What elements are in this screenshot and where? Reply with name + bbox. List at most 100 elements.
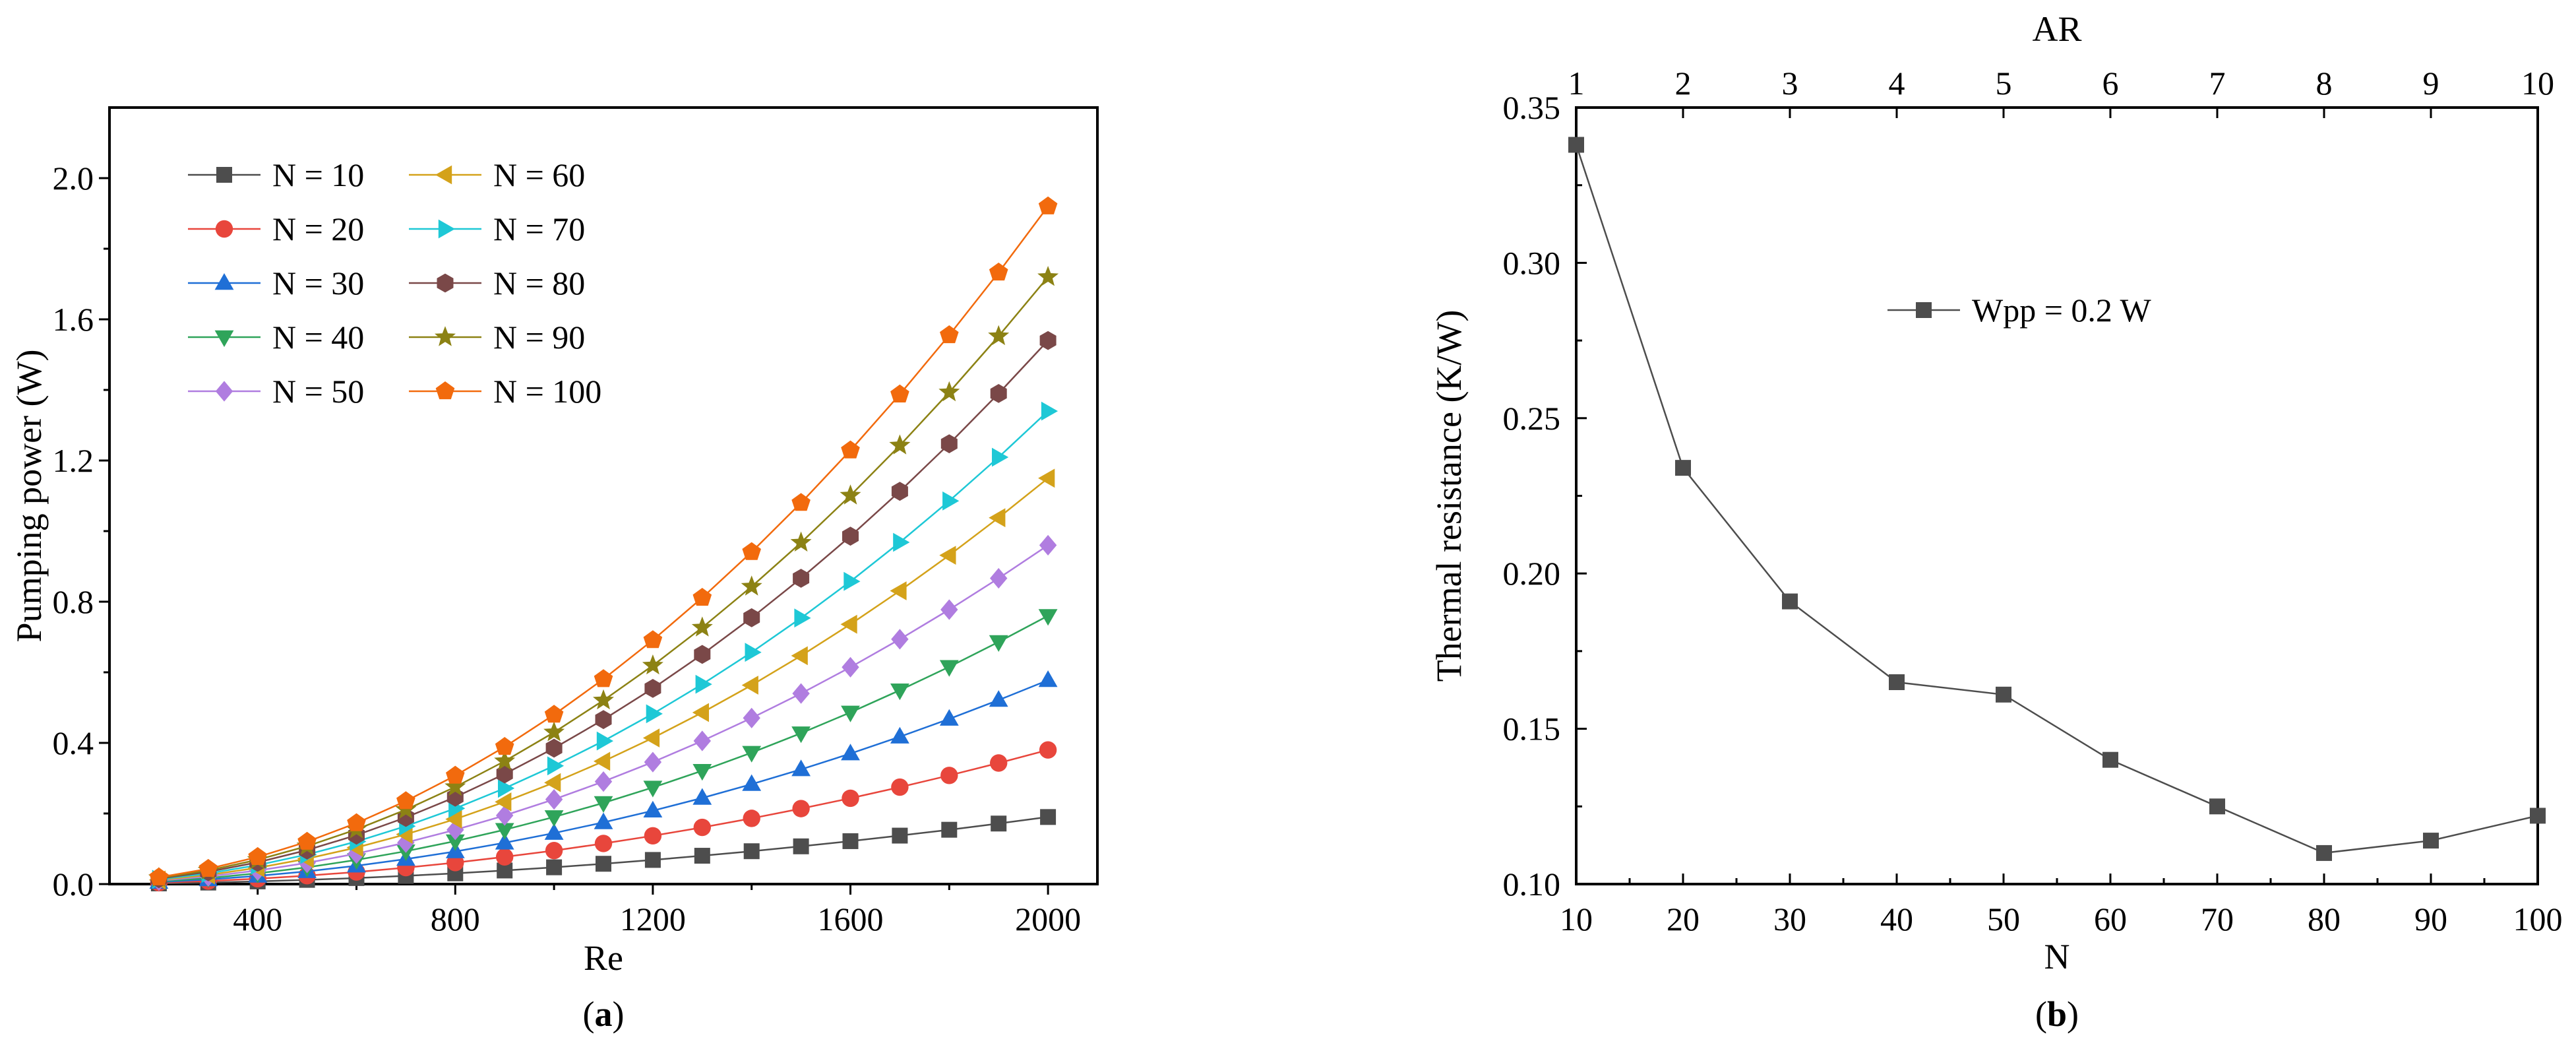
chart-a-panel: 400 800 1200 1600 2000 0.0 0.4 0.8 1.2 1.6 2.0 Re Pu… [9, 106, 1099, 1034]
chart-a-data-point [596, 856, 611, 872]
chart-a-data-point [989, 635, 1008, 652]
chart-a-legend-label: N = 60 [493, 156, 585, 193]
chart-a-legend-marker [435, 165, 452, 185]
chart-a-legend-label: N = 80 [493, 265, 585, 302]
chart-a-y-tick-label: 0.8 [53, 583, 94, 620]
chart-a-legend-marker [437, 273, 454, 293]
chart-a-data-point [1039, 741, 1057, 759]
chart-a-data-point [498, 779, 515, 798]
chart-a-data-point [396, 791, 415, 810]
chart-a-data-point [989, 690, 1008, 707]
chart-b-x-tick-label: 40 [1880, 901, 1913, 938]
chart-a-data-point [791, 726, 811, 744]
chart-a-legend-marker [216, 167, 232, 183]
chart-a-data-point [989, 263, 1008, 281]
chart-a-data-point [793, 838, 809, 854]
chart-a-data-point [1039, 331, 1057, 350]
chart-b-x-tick-label: 90 [2414, 901, 2447, 938]
chart-a-legend-marker [435, 326, 456, 346]
chart-a-data-point [544, 810, 564, 827]
chart-a-data-point [642, 728, 660, 748]
chart-a-data-point [1040, 809, 1057, 825]
chart-b-data-point [2102, 751, 2118, 768]
chart-b-data-point [1889, 674, 1905, 690]
chart-a-data-point [988, 325, 1010, 346]
chart-a-data-point [547, 756, 565, 776]
chart-a-data-point [890, 684, 909, 701]
chart-b-x-tick-label: 50 [1987, 901, 2020, 938]
chart-a-data-point [840, 614, 857, 634]
chart-a-data-point [692, 703, 709, 722]
chart-a-y-tick-label: 0.0 [53, 866, 94, 903]
chart-a-data-point [990, 567, 1008, 589]
chart-a-data-point [794, 608, 811, 628]
chart-a-plot-frame [108, 106, 1099, 885]
chart-a-data-point [1038, 196, 1058, 214]
chart-a-data-point [643, 780, 663, 798]
chart-a-data-point [594, 771, 613, 792]
chart-a-data-point [545, 738, 563, 758]
chart-a-x-tick-label: 800 [431, 901, 480, 938]
chart-a-data-point [938, 381, 960, 402]
chart-a-data-point [446, 854, 464, 872]
chart-b-top-tick-label: 2 [1675, 65, 1692, 102]
chart-a-data-point [939, 660, 959, 677]
chart-a-data-point [939, 709, 959, 726]
chart-a-data-point [889, 434, 911, 455]
chart-a-legend-label: N = 100 [493, 373, 601, 410]
chart-a-data-point [890, 726, 909, 744]
chart-a-x-tick-label: 1200 [620, 901, 686, 938]
chart-a-legend-item: N = 30 [188, 265, 364, 302]
chart-b-data-point [2530, 808, 2546, 824]
chart-b-y-tick-label: 0.30 [1503, 244, 1561, 281]
chart-a-data-point [544, 823, 564, 840]
chart-b-y-tick-label: 0.10 [1503, 866, 1561, 903]
chart-a-data-point [445, 810, 462, 829]
chart-a-data-point [692, 788, 712, 805]
chart-a-data-point [594, 796, 613, 813]
chart-a-data-point [791, 493, 811, 511]
chart-a-data-point [842, 526, 859, 546]
chart-a-data-point [940, 434, 958, 453]
chart-a-legend-label: N = 20 [272, 210, 364, 247]
chart-b-data-point [2316, 844, 2332, 861]
chart-a-data-point [297, 831, 317, 850]
chart-a-data-point [593, 689, 614, 710]
chart-a-data-point [544, 773, 561, 792]
chart-a-legend-item: N = 70 [409, 210, 585, 247]
chart-a-legend-label: N = 10 [272, 156, 364, 193]
chart-b-x-tick-label: 30 [1773, 901, 1806, 938]
chart-a-y-axis-title: Pumping power (W) [9, 350, 49, 643]
chart-a-panel-label: (a) [583, 994, 625, 1034]
chart-b-x-tick-label: 80 [2308, 901, 2341, 938]
chart-a-legend-marker [214, 273, 234, 290]
chart-a-data-point [940, 325, 959, 344]
chart-a-data-point [594, 835, 613, 852]
chart-a-data-point [743, 707, 760, 728]
chart-a-legend-item: N = 80 [409, 265, 585, 302]
chart-b-top-tick-label: 5 [1996, 65, 2012, 102]
chart-b-series-1 [1568, 137, 2546, 861]
chart-a-data-point [792, 683, 810, 704]
chart-a-data-point [643, 800, 663, 817]
chart-a-data-point [790, 531, 812, 552]
chart-a-data-point [646, 704, 663, 724]
chart-a-y-tick-label: 0.4 [53, 724, 94, 761]
chart-a-data-point [495, 737, 514, 755]
chart-a-data-point [495, 833, 514, 850]
chart-a-data-point [596, 731, 613, 751]
chart-a-data-point [941, 821, 958, 838]
chart-b-top-tick-label: 6 [2102, 65, 2119, 102]
chart-b-x-tick-label: 10 [1560, 901, 1593, 938]
chart-a-data-point [644, 751, 662, 773]
chart-a-legend-label: N = 40 [272, 319, 364, 356]
chart-a-data-point [694, 848, 710, 864]
chart-a-legend-marker [215, 381, 233, 402]
chart-a-data-point [1039, 534, 1057, 556]
chart-a-legend-item: N = 100 [409, 373, 601, 410]
chart-b-legend-label: Wpp = 0.2 W [1972, 292, 2151, 329]
chart-b-y-axis-title: Thermal resistance (K/W) [1429, 310, 1469, 682]
chart-a-data-point [741, 575, 762, 596]
chart-a-data-point [792, 800, 810, 817]
